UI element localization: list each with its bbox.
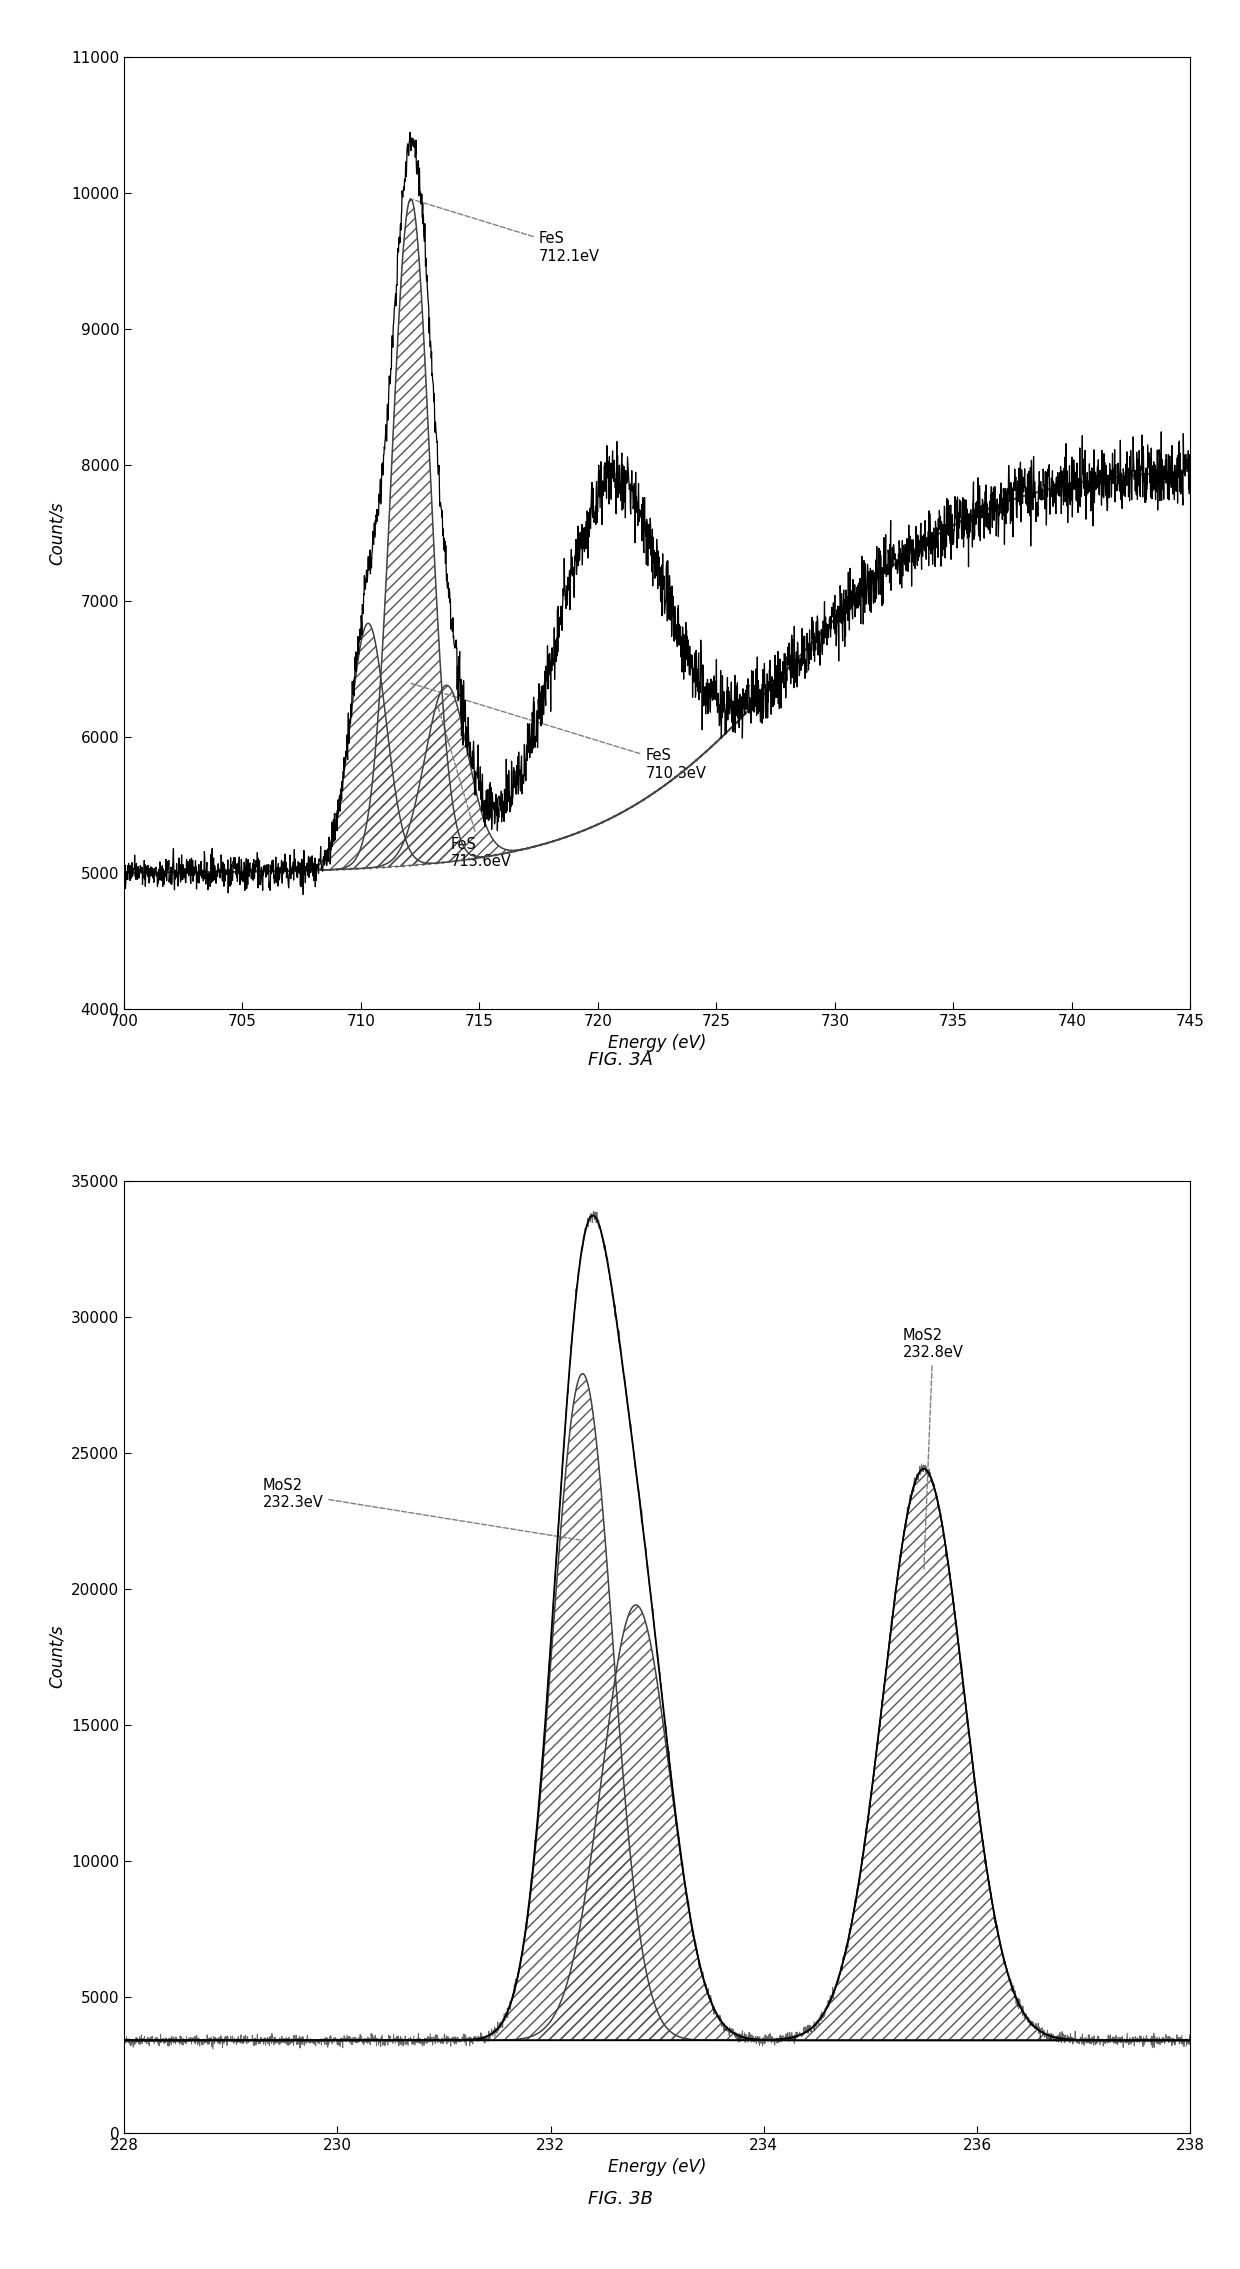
Text: FeS
710.3eV: FeS 710.3eV [410, 683, 707, 781]
Text: FeS
712.1eV: FeS 712.1eV [413, 200, 600, 263]
X-axis label: Energy (eV): Energy (eV) [608, 1035, 707, 1053]
Text: FIG. 3A: FIG. 3A [588, 1051, 652, 1069]
Text: MoS2
232.3eV: MoS2 232.3eV [263, 1477, 580, 1541]
Text: MoS2
232.8eV: MoS2 232.8eV [903, 1327, 963, 1570]
Y-axis label: Count/s: Count/s [47, 1625, 66, 1688]
X-axis label: Energy (eV): Energy (eV) [608, 2158, 707, 2176]
Text: FeS
713.6eV: FeS 713.6eV [438, 706, 512, 869]
Text: FIG. 3B: FIG. 3B [588, 2190, 652, 2208]
Y-axis label: Count/s: Count/s [47, 501, 66, 565]
